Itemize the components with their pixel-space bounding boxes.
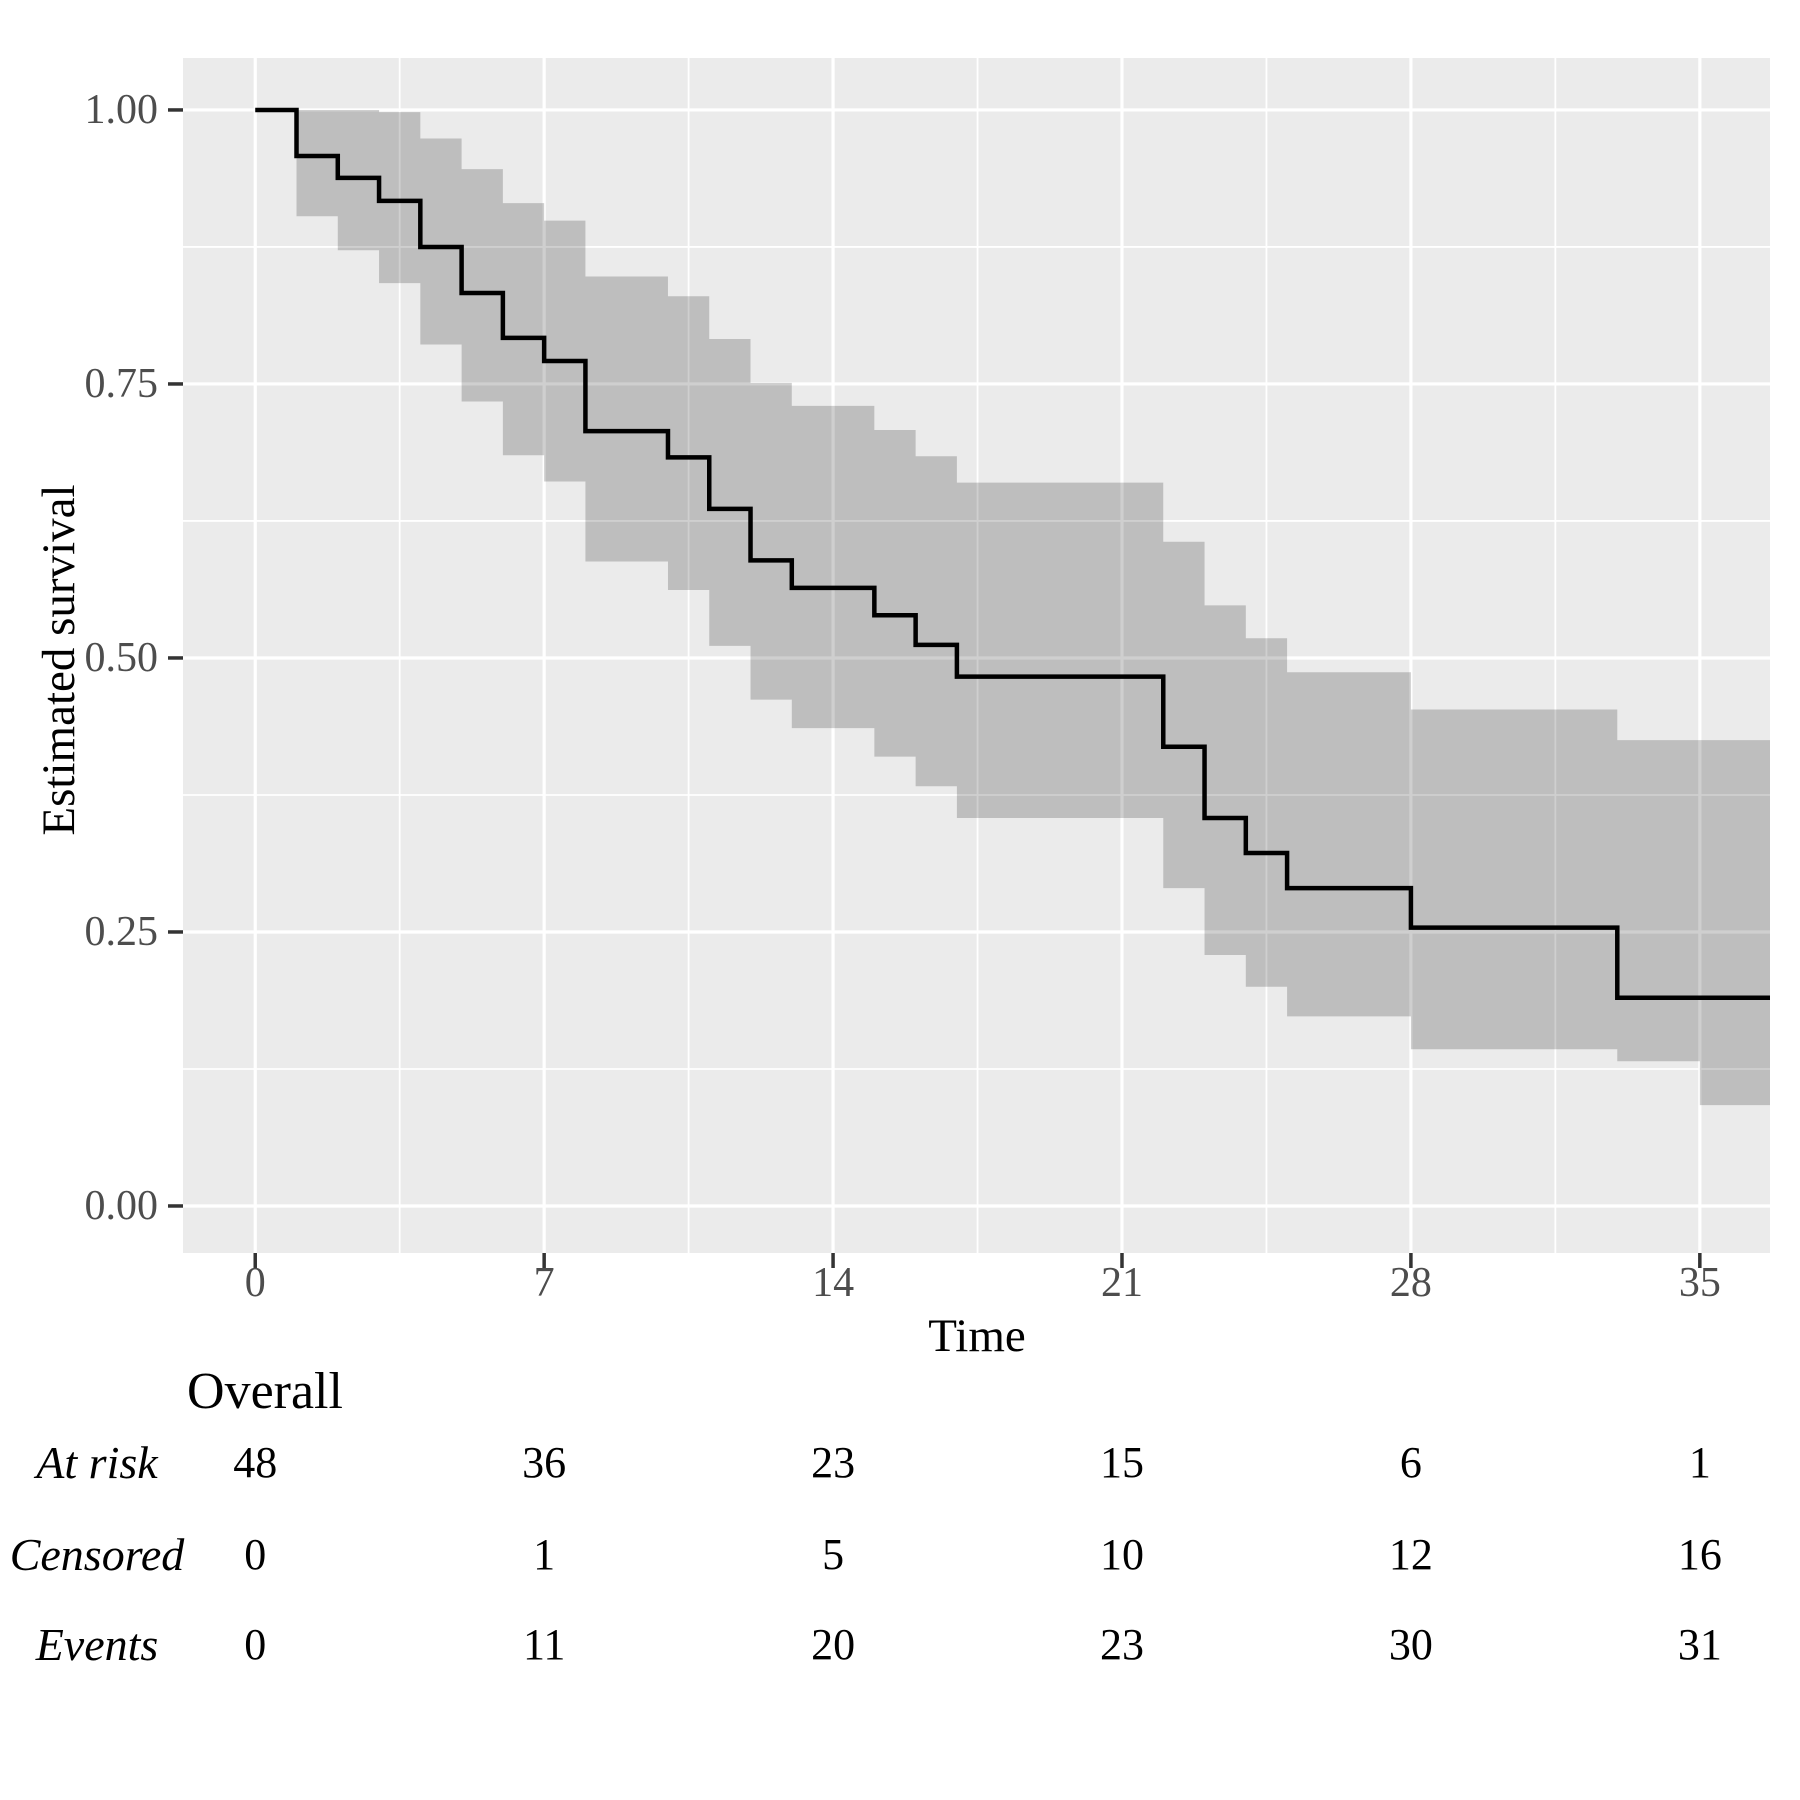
y-tick-label: 0.00 [84,1182,159,1229]
risk-table-value: 6 [1399,1438,1422,1487]
risk-table-row-label-events: Events [35,1619,159,1670]
risk-table-value: 23 [1099,1620,1144,1669]
y-tick-label: 0.25 [84,908,159,955]
risk-table-value: 23 [811,1438,856,1487]
risk-table-value: 11 [522,1620,566,1669]
risk-table-value: 16 [1677,1530,1722,1579]
risk-table-value: 48 [233,1438,278,1487]
x-tick-label: 21 [1100,1260,1143,1306]
risk-table-value: 30 [1388,1620,1433,1669]
risk-table-value: 1 [533,1530,556,1579]
risk-table-value: 31 [1677,1620,1722,1669]
survival-curve [255,107,1770,1000]
panel-background [183,58,1770,1253]
risk-table-value: 15 [1099,1438,1144,1487]
x-tick-label: 7 [533,1260,555,1306]
risk-table-value: 12 [1388,1530,1433,1579]
confidence-band [296,109,1771,1106]
y-tick-label: 0.50 [84,634,159,681]
x-tick-label: 35 [1678,1260,1721,1306]
risk-table-group-label: Overall [187,1363,343,1420]
x-tick-label: 0 [244,1260,266,1306]
risk-table-row-label-at-risk: At risk [36,1437,158,1488]
risk-table-value: 20 [811,1620,856,1669]
risk-table-row-label-censored: Censored [9,1529,185,1580]
risk-table-value: 5 [822,1530,845,1579]
risk-table-value: 0 [244,1620,267,1669]
risk-table-value: 10 [1099,1530,1144,1579]
x-axis-title: Time [928,1310,1026,1362]
y-tick-label: 1.00 [84,86,159,133]
x-tick-label: 28 [1389,1260,1432,1306]
risk-table-value: 36 [522,1438,567,1487]
y-tick-label: 0.75 [84,360,159,407]
risk-table-value: 0 [244,1530,267,1579]
risk-table-value: 1 [1688,1438,1711,1487]
x-tick-label: 14 [812,1260,855,1306]
